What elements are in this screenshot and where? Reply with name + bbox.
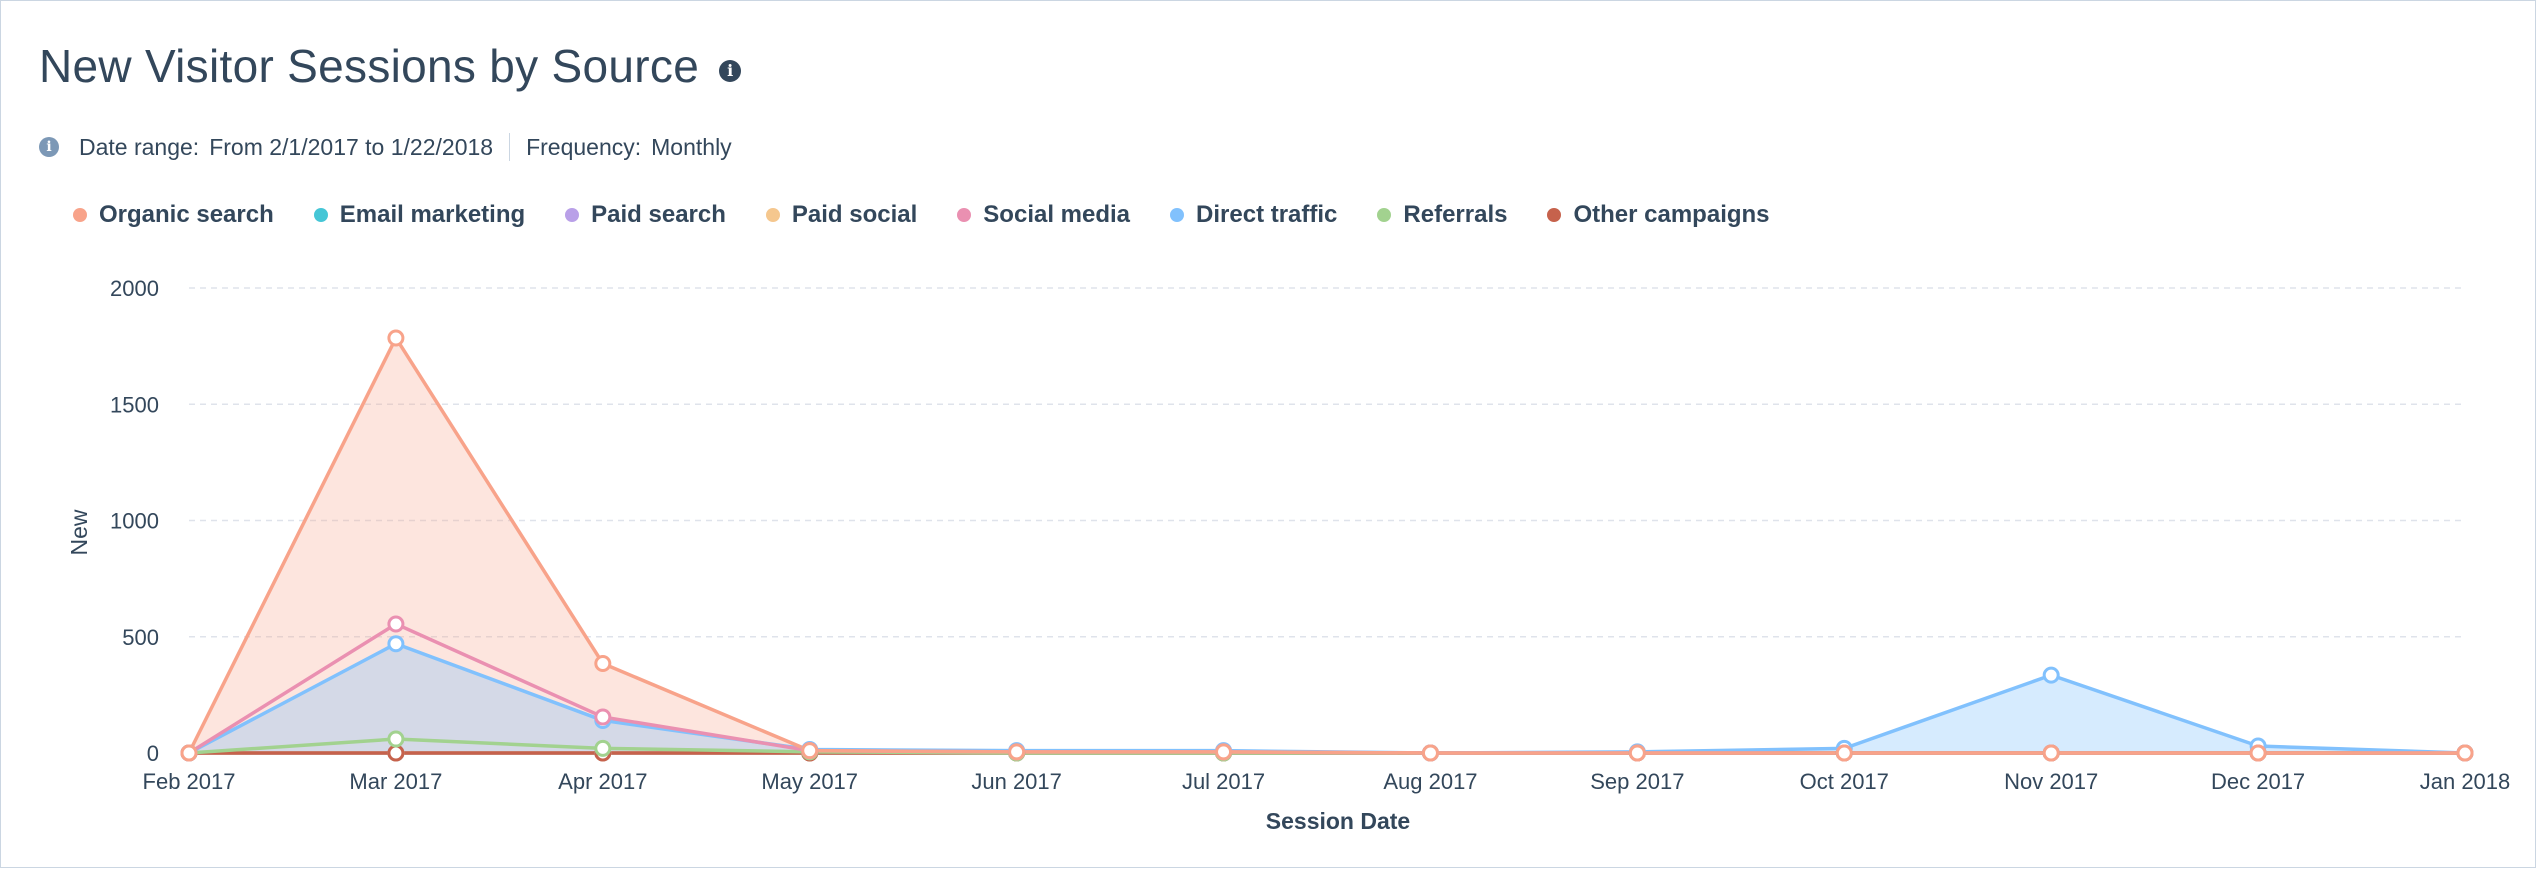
y-tick-label: 0	[147, 741, 159, 766]
date-range-label: Date range:	[79, 133, 200, 160]
x-tick-label: Jun 2017	[971, 769, 1062, 794]
legend-item[interactable]: Organic search	[73, 201, 274, 229]
legend-label: Email marketing	[339, 201, 526, 228]
legend-item[interactable]: Paid social	[765, 201, 918, 229]
y-tick-label: 500	[122, 625, 159, 650]
legend-dot	[765, 208, 780, 222]
y-tick-label: 2000	[110, 276, 159, 301]
data-point	[1008, 743, 1026, 761]
x-tick-label: Nov 2017	[2004, 769, 2098, 794]
legend-dot	[1170, 208, 1185, 222]
legend-label: Referrals	[1403, 201, 1508, 228]
legend-dot	[73, 208, 87, 222]
legend-item[interactable]: Other campaigns	[1547, 201, 1770, 229]
x-tick-label: Apr 2017	[558, 769, 647, 794]
y-tick-label: 1000	[110, 509, 159, 534]
frequency-label: Frequency:	[526, 133, 642, 160]
legend-dot	[565, 208, 580, 222]
x-tick-label: Jul 2017	[1182, 769, 1265, 794]
x-axis-title: Session Date	[1266, 808, 1410, 834]
legend-dot	[1377, 208, 1392, 222]
x-tick-label: May 2017	[761, 769, 858, 794]
legend-dot	[957, 208, 972, 222]
x-tick-label: Dec 2017	[2211, 769, 2305, 794]
data-point	[180, 744, 198, 762]
data-point	[387, 730, 405, 748]
legend-label: Paid social	[791, 201, 918, 228]
legend-label: Direct traffic	[1196, 201, 1338, 228]
data-point	[387, 615, 405, 633]
x-tick-label: Feb 2017	[143, 769, 236, 794]
frequency-value: Monthly	[651, 133, 732, 160]
info-icon[interactable]: i	[39, 137, 59, 157]
page-title: New Visitor Sessions by Source	[39, 40, 700, 92]
chart-legend: Organic search Email marketing Paid search…	[73, 201, 1810, 229]
data-point	[387, 329, 405, 347]
data-point	[1835, 744, 1853, 762]
series-area	[189, 643, 2465, 753]
legend-dot	[1547, 208, 1562, 222]
x-tick-label: Aug 2017	[1383, 769, 1477, 794]
data-point	[387, 744, 405, 762]
legend-label: Other campaigns	[1573, 201, 1770, 228]
date-range-value: From 2/1/2017 to 1/22/2018	[209, 133, 494, 160]
y-tick-label: 1500	[110, 392, 159, 417]
legend-item[interactable]: Paid search	[565, 201, 726, 229]
legend-label: Organic search	[99, 201, 274, 228]
legend-item[interactable]: Social media	[957, 201, 1130, 229]
legend-dot	[313, 208, 328, 222]
divider	[509, 133, 511, 161]
legend-item[interactable]: Email marketing	[313, 201, 526, 229]
legend-label: Paid search	[591, 201, 726, 228]
data-point	[2249, 744, 2267, 762]
legend-item[interactable]: Referrals	[1377, 201, 1507, 229]
data-point	[1215, 743, 1233, 761]
x-tick-label: Mar 2017	[349, 769, 442, 794]
data-point	[2042, 666, 2060, 684]
data-point	[2456, 744, 2474, 762]
data-point	[2042, 744, 2060, 762]
data-point	[1421, 744, 1439, 762]
title-row: New Visitor Sessions by Source i	[39, 39, 742, 93]
y-axis-title: New	[66, 509, 92, 555]
legend-item[interactable]: Direct traffic	[1170, 201, 1337, 229]
data-point	[594, 739, 612, 757]
series-area	[189, 337, 2465, 753]
x-tick-label: Jan 2018	[2420, 769, 2511, 794]
data-point	[801, 742, 819, 760]
data-point	[594, 654, 612, 672]
x-tick-label: Sep 2017	[1590, 769, 1684, 794]
x-tick-label: Oct 2017	[1800, 769, 1889, 794]
data-point	[594, 708, 612, 726]
data-point	[387, 635, 405, 653]
data-point	[1628, 744, 1646, 762]
series-line	[187, 336, 2465, 755]
legend-label: Social media	[983, 201, 1131, 228]
info-icon[interactable]: i	[719, 60, 742, 82]
report-meta: i Date range: From 2/1/2017 to 1/22/2018…	[39, 133, 732, 161]
